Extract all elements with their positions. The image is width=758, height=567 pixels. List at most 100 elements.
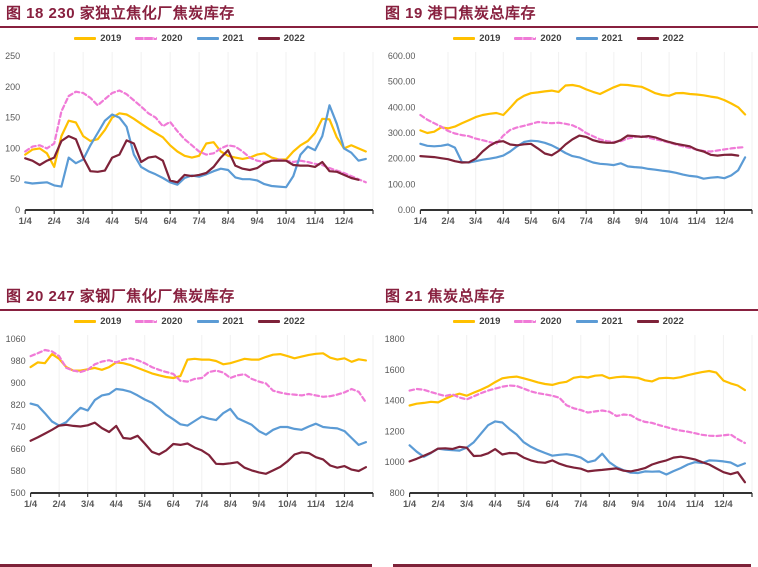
x-axis-label: 2/4 (441, 216, 455, 227)
figure-19-legend: 2019 2020 2021 2022 (379, 30, 758, 47)
legend-item-2019: 2019 (74, 33, 121, 44)
legend-item-2020: 2020 (135, 316, 183, 327)
legend-label: 2020 (161, 316, 183, 327)
x-axis-label: 11/4 (307, 499, 326, 510)
legend-label: 2022 (662, 316, 684, 327)
x-axis-label: 6/4 (546, 499, 560, 510)
x-axis-label: 1/4 (19, 216, 33, 227)
legend-label: 2022 (283, 316, 305, 327)
x-axis-label: 7/4 (195, 499, 209, 510)
x-axis-label: 8/4 (603, 499, 617, 510)
x-axis-label: 3/4 (460, 499, 474, 510)
figure-21-cell: 图 21 焦炭总库存 2019 2020 2021 2022 800 1000 1200 1… (379, 283, 758, 567)
x-axis-label: 12/4 (335, 499, 354, 510)
series-line-2020 (408, 384, 746, 445)
legend-label: 2020 (540, 316, 562, 327)
y-axis-tick-label: 600.00 (388, 51, 416, 61)
x-axis-label: 2/4 (53, 499, 67, 510)
x-axis-label: 4/4 (106, 216, 120, 227)
x-axis-label: 9/4 (252, 499, 266, 510)
y-axis-tick-label: 1060 (6, 334, 26, 344)
figure-20-cell: 图 20 247 家钢厂焦化厂焦炭库存 2019 2020 2021 2022 500… (0, 283, 379, 567)
legend-swatch-2022 (636, 37, 659, 40)
legend-item-2021: 2021 (575, 316, 623, 327)
y-axis-tick-label: 400.00 (388, 102, 416, 112)
series-line-2020 (419, 113, 747, 153)
y-axis-tick-label: 820 (11, 400, 26, 410)
x-axis-label: 7/4 (574, 499, 588, 510)
figure-21-legend: 2019 2020 2021 2022 (379, 313, 758, 330)
series-line-2021 (29, 387, 367, 447)
x-axis-label: 9/4 (250, 216, 264, 227)
legend-item-2021: 2021 (196, 316, 244, 327)
x-axis-label: 6/4 (167, 499, 181, 510)
legend-swatch-2021 (196, 320, 219, 323)
x-axis-label: 12/4 (715, 216, 734, 227)
figure-20-legend: 2019 2020 2021 2022 (0, 313, 379, 330)
x-axis-label: 7/4 (580, 216, 594, 227)
legend-item-2021: 2021 (196, 33, 244, 44)
x-axis-label: 12/4 (714, 499, 733, 510)
x-axis-label: 5/4 (138, 499, 152, 510)
legend-item-2021: 2021 (575, 33, 623, 44)
series-line-2019 (419, 83, 747, 135)
x-axis-label: 8/4 (221, 216, 235, 227)
y-axis-tick-label: 250 (5, 51, 20, 61)
y-axis-tick-label: 100.00 (388, 179, 416, 189)
x-axis-label: 4/4 (489, 499, 503, 510)
x-axis-label: 4/4 (497, 216, 511, 227)
figure-19-cell: 图 19 港口焦炭总库存 2019 2020 2021 2022 0.00 100.00… (379, 0, 758, 258)
y-axis-tick-label: 200.00 (388, 154, 416, 164)
series-line-2019 (408, 369, 746, 407)
y-axis-tick-label: 900 (11, 378, 26, 388)
legend-swatch-2021 (196, 37, 219, 40)
y-axis-tick-label: 500.00 (388, 77, 416, 87)
x-axis-label: 7/4 (192, 216, 206, 227)
x-axis-label: 2/4 (48, 216, 62, 227)
y-axis-tick-label: 0 (15, 205, 20, 215)
legend-label: 2019 (479, 316, 501, 327)
x-axis-label: 11/4 (686, 499, 705, 510)
x-axis-label: 5/4 (135, 216, 149, 227)
x-axis-label: 1/4 (414, 216, 428, 227)
x-axis-label: 3/4 (77, 216, 91, 227)
x-axis-label: 11/4 (306, 216, 325, 227)
legend-swatch-2022 (636, 320, 659, 323)
y-axis-tick-label: 50 (10, 174, 20, 184)
legend-item-2020: 2020 (514, 316, 562, 327)
legend-label: 2021 (222, 33, 244, 44)
y-axis-tick-label: 200 (5, 82, 20, 92)
figure-18-legend: 2019 2020 2021 2022 (0, 30, 379, 47)
legend-item-2020: 2020 (514, 33, 562, 44)
y-axis-tick-label: 1000 (385, 457, 405, 467)
x-axis-label: 5/4 (517, 499, 531, 510)
legend-label: 2021 (601, 33, 623, 44)
series-line-2021 (419, 139, 747, 180)
x-axis-label: 2/4 (432, 499, 446, 510)
legend-item-2019: 2019 (74, 316, 121, 327)
x-axis-label: 12/4 (335, 216, 354, 227)
legend-item-2022: 2022 (257, 316, 305, 327)
figure-19-chart: 0.00 100.00 200.00 300.00 400.00 500.00 600.00… (388, 51, 753, 227)
figure-19-title: 图 19 港口焦炭总库存 (379, 0, 758, 28)
series-line-2019 (29, 352, 367, 380)
series-line-2022 (24, 134, 360, 184)
legend-swatch-2019 (74, 37, 97, 40)
figure-18-title: 图 18 230 家独立焦化厂焦炭库存 (0, 0, 379, 28)
x-axis-label: 10/4 (277, 216, 296, 227)
x-axis-label: 9/4 (631, 499, 645, 510)
figure-18-cell: 图 18 230 家独立焦化厂焦炭库存 2019 2020 2021 2022 0 50… (0, 0, 379, 258)
legend-item-2022: 2022 (636, 316, 684, 327)
x-axis-label: 1/4 (403, 499, 417, 510)
y-axis-tick-label: 1200 (385, 426, 405, 436)
x-axis-label: 3/4 (81, 499, 95, 510)
x-axis-label: 1/4 (24, 499, 38, 510)
x-axis-label: 6/4 (552, 216, 566, 227)
legend-label: 2021 (601, 316, 623, 327)
y-axis-tick-label: 660 (11, 444, 26, 454)
legend-label: 2021 (222, 316, 244, 327)
figure-20-chart: 500 580 660 740 820 900 980 1060 1/4 2/4 3/4 4/4 5/4… (6, 334, 374, 510)
series-line-2022 (408, 445, 746, 484)
figure-18-chart: 0 50 100 150 200 250 1/4 2/4 3/4 4/4 5/4 6/4 7/4 8/4 9… (5, 51, 374, 227)
